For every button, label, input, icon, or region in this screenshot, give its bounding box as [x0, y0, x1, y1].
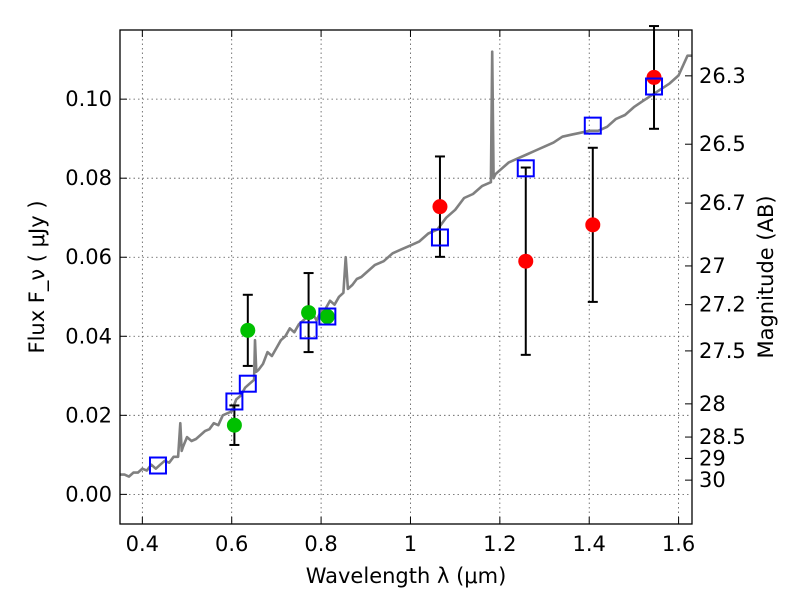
y-axis-label: Flux F_ν ( μJy )	[25, 200, 50, 353]
x-tick-label: 1.2	[483, 532, 516, 556]
y-right-tick-label: 26.7	[699, 191, 746, 215]
y-right-tick-label: 27.5	[699, 339, 746, 363]
red-point	[518, 253, 534, 269]
green-point	[301, 305, 317, 321]
y-tick-label: 0.06	[65, 245, 112, 269]
y-axis-right-label: Magnitude (AB)	[754, 195, 778, 358]
model-band-square	[299, 321, 318, 340]
plot-area	[120, 25, 692, 478]
red-point	[432, 199, 448, 215]
x-tick-label: 0.8	[304, 532, 337, 556]
spectrum-line	[120, 50, 692, 478]
y-right-tick-label: 28.5	[699, 425, 746, 449]
y-right-tick-label: 30	[699, 468, 726, 492]
y-tick-label: 0.02	[65, 403, 112, 427]
y-tick-label: 0.10	[65, 87, 112, 111]
x-axis-label: Wavelength λ (μm)	[306, 564, 507, 588]
axis-ticks: 0.4 0.6 0.8 1 1.2 1.4 1.6 0.00 0.02 0.04 0.06 0.08 0…	[65, 30, 746, 556]
model-band-square	[225, 392, 244, 411]
y-tick-label: 0.08	[65, 166, 112, 190]
x-tick-label: 0.4	[126, 532, 159, 556]
model-band-square	[238, 374, 257, 393]
grid	[120, 30, 692, 524]
x-tick-label: 1	[404, 532, 417, 556]
y-right-tick-label: 27	[699, 254, 726, 278]
model-band-square	[516, 159, 535, 178]
y-right-tick-label: 27.2	[699, 293, 746, 317]
green-point	[226, 417, 242, 433]
red-point	[646, 69, 662, 85]
model-band-square	[318, 307, 337, 326]
red-point	[585, 217, 601, 233]
plot-frame	[119, 29, 693, 525]
green-point	[240, 322, 256, 338]
model-band-square	[645, 77, 664, 96]
x-tick-label: 1.4	[573, 532, 606, 556]
x-tick-label: 0.6	[215, 532, 248, 556]
y-right-tick-label: 26.3	[699, 64, 746, 88]
model-band-square	[583, 116, 602, 135]
model-band-square	[148, 456, 167, 475]
y-right-tick-label: 29	[699, 446, 726, 470]
y-tick-label: 0.04	[65, 324, 112, 348]
y-right-tick-label: 26.5	[699, 132, 746, 156]
green-point	[319, 309, 335, 325]
model-band-square	[430, 228, 449, 247]
y-right-tick-label: 28	[699, 392, 726, 416]
x-tick-label: 1.6	[662, 532, 695, 556]
y-tick-label: 0.00	[65, 482, 112, 506]
